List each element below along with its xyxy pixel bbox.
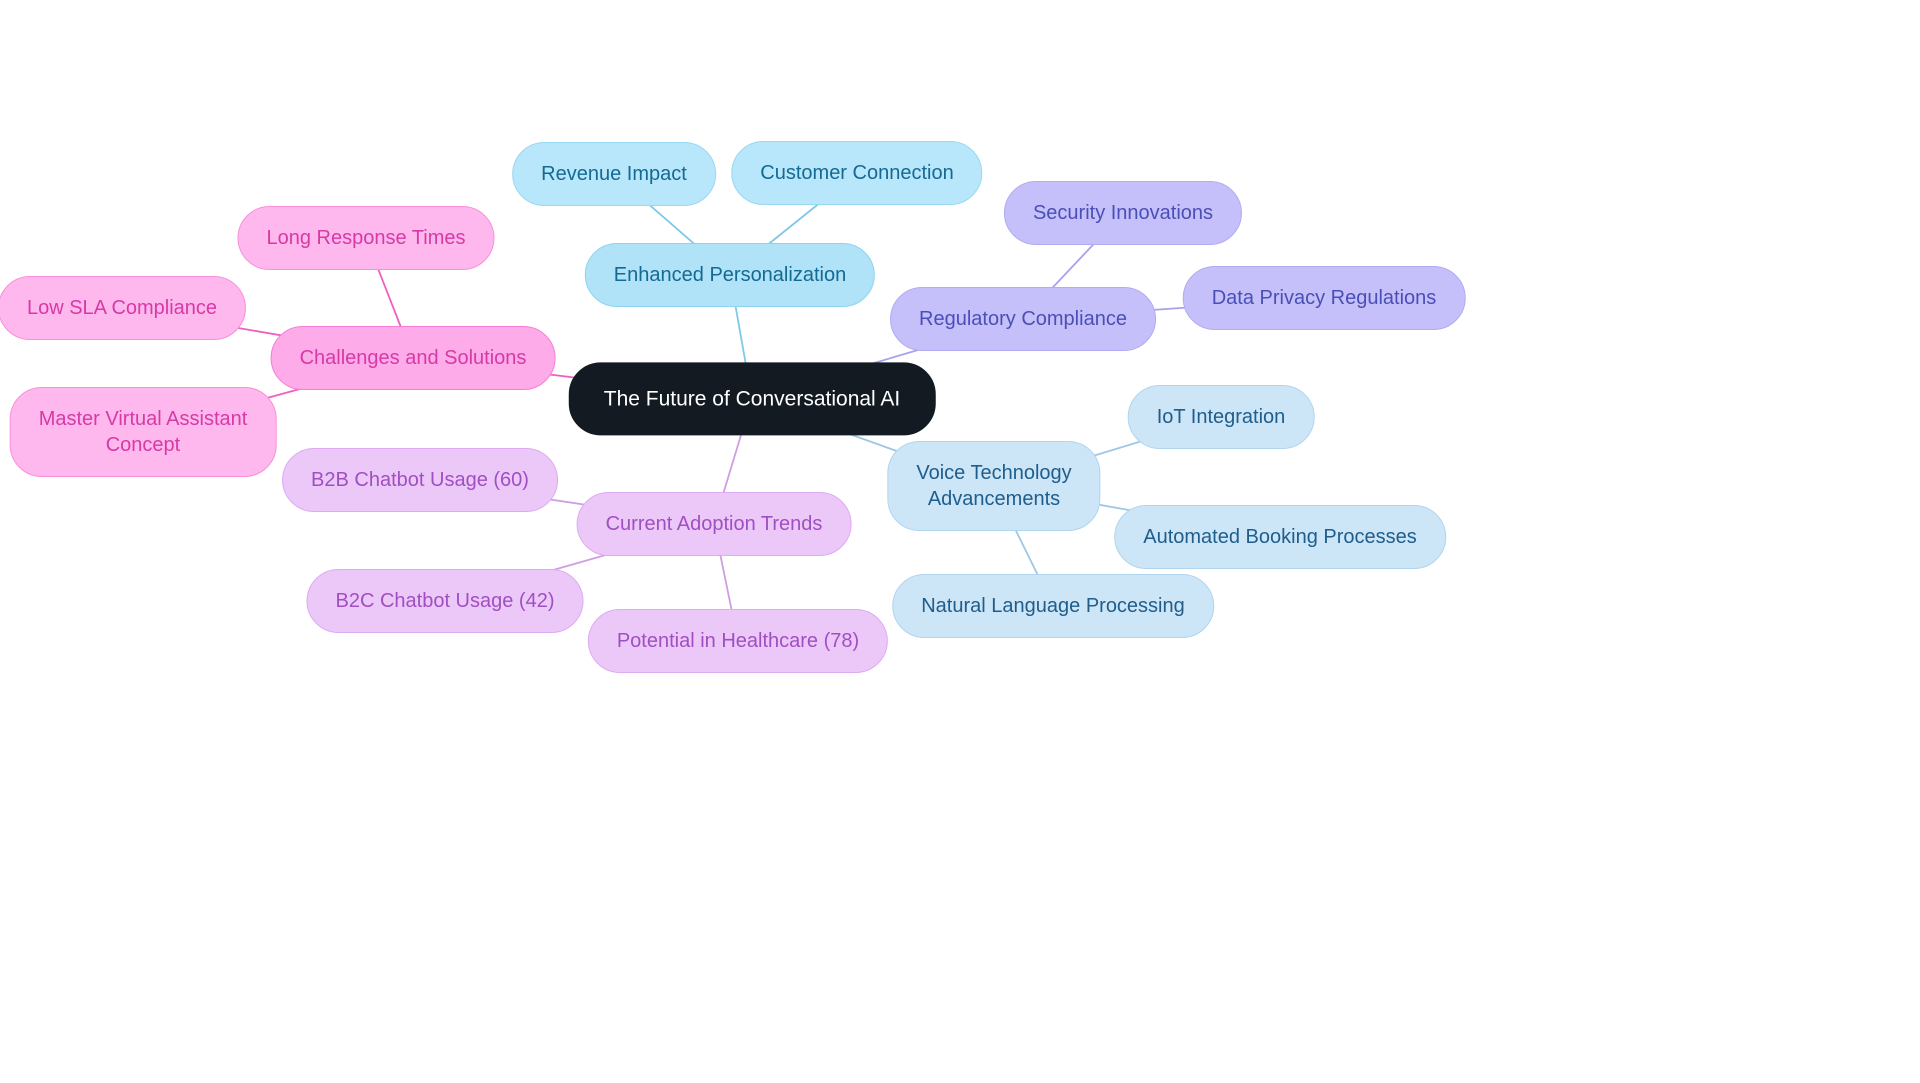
leaf-personalization-0: Revenue Impact (512, 142, 716, 206)
leaf-challenges-1: Low SLA Compliance (0, 276, 246, 340)
leaf-personalization-1: Customer Connection (731, 141, 982, 205)
leaf-adoption-1: B2C Chatbot Usage (42) (306, 569, 583, 633)
leaf-adoption-2: Potential in Healthcare (78) (588, 609, 888, 673)
leaf-regulatory-1: Data Privacy Regulations (1183, 266, 1466, 330)
branch-voice: Voice Technology Advancements (887, 441, 1100, 531)
leaf-adoption-0: B2B Chatbot Usage (60) (282, 448, 558, 512)
leaf-voice-1: Automated Booking Processes (1114, 505, 1446, 569)
center-node: The Future of Conversational AI (569, 362, 936, 435)
branch-personalization: Enhanced Personalization (585, 243, 875, 307)
branch-challenges: Challenges and Solutions (271, 326, 556, 390)
branch-adoption: Current Adoption Trends (577, 492, 852, 556)
leaf-challenges-2: Master Virtual Assistant Concept (10, 387, 277, 477)
leaf-regulatory-0: Security Innovations (1004, 181, 1242, 245)
leaf-voice-2: Natural Language Processing (892, 574, 1214, 638)
leaf-voice-0: IoT Integration (1128, 385, 1315, 449)
branch-regulatory: Regulatory Compliance (890, 287, 1156, 351)
leaf-challenges-0: Long Response Times (237, 206, 494, 270)
